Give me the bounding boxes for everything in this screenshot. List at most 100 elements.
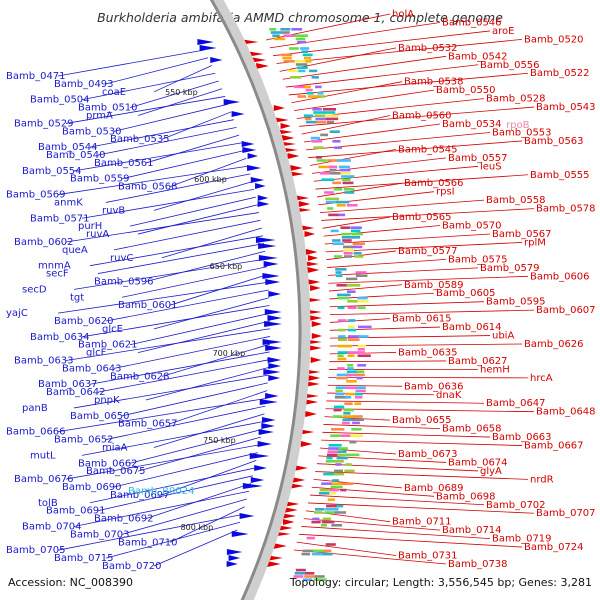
gene-label-right: Bamb_0614 (442, 322, 502, 333)
gene-label-left: Bamb_0691 (46, 506, 106, 517)
gene-label-right: Bamb_0658 (442, 424, 502, 435)
gene-label-right: nrdR (530, 474, 554, 485)
gene-label-right: Bamb_0724 (524, 542, 584, 553)
gene-label-right: rpsI (436, 187, 455, 198)
gene-label-left: Bamb_0662 (78, 458, 138, 469)
gene-label-left: Bamb_0471 (6, 71, 66, 82)
gene-label-right: Bamb_0636 (404, 381, 464, 392)
gene-label-right: holA (392, 9, 414, 20)
gene-label-right: Bamb_0542 (448, 51, 508, 62)
gene-label-left: tolB (38, 498, 58, 509)
gene-label-left: Bamb_0703 (70, 529, 130, 540)
gene-label-left: Bamb_0602 (14, 237, 74, 248)
gene-label-left: Bamb_0666 (6, 427, 66, 438)
gene-label-left: Bamb_0544 (38, 142, 98, 153)
gene-label-right: Bamb_0534 (442, 119, 502, 130)
gene-label-right: Bamb_0560 (392, 111, 452, 122)
gene-label-right: Bamb_0731 (398, 551, 458, 562)
map-title: Burkholderia ambifaria AMMD chromosome 1… (97, 10, 503, 25)
scale-mark-label: 700 kbp (213, 349, 246, 358)
gene-label-left: Bamb_0504 (30, 95, 90, 106)
gene-label-right: Bamb_0557 (448, 153, 508, 164)
gene-label-left: Bamb_0628 (110, 371, 170, 382)
gene-label-left: secF (46, 269, 69, 280)
gene-label-right: Bamb_0578 (536, 204, 596, 215)
gene-label-right: Bamb_0522 (530, 68, 590, 79)
gene-label-left: Bamb_0535 (110, 134, 170, 145)
feature-tiles (269, 28, 372, 581)
gene-label-pink: rpoB (506, 120, 530, 131)
gene-label-right: Bamb_0538 (404, 77, 464, 88)
gene-label-left: prmA (86, 111, 113, 122)
gene-label-right: aroE (492, 26, 514, 37)
gene-label-right: Bamb_0627 (448, 356, 508, 367)
chromosome-backbone (209, 0, 311, 600)
gene-label-left: Bamb_0540 (46, 150, 106, 161)
gene-label-right: Bamb_0520 (524, 34, 584, 45)
gene-label-right: Bamb_0719 (492, 534, 552, 545)
scale-marks: 550 kbp 600 kbp 650 kbp 700 kbp 750 kbp 800 k… (165, 88, 245, 532)
gene-label-left: ruvA (86, 229, 109, 240)
gene-label-right: Bamb_0550 (436, 85, 496, 96)
gene-label-left: Bamb_0601 (118, 300, 178, 311)
gene-label-left: Bamb_0642 (46, 387, 106, 398)
gene-label-left: Bamb_0643 (62, 363, 122, 374)
gene-label-right: Bamb_0570 (442, 221, 502, 232)
gene-label-left: Bamb_0561 (94, 158, 154, 169)
gene-label-right: ubiA (492, 331, 514, 342)
gene-label-right: Bamb_0567 (492, 229, 552, 240)
gene-label-right: Bamb_0648 (536, 407, 596, 418)
genome-summary-text: Topology: circular; Length: 3,556,545 bp… (289, 576, 592, 589)
gene-label-left: glcE (102, 324, 123, 335)
gene-label-right: Bamb_0663 (492, 432, 552, 443)
gene-label-left: panB (22, 403, 48, 414)
gene-label-left: Bamb_0559 (70, 174, 130, 185)
gene-label-right: leuS (480, 161, 502, 172)
gene-label-right: Bamb_0543 (536, 102, 596, 113)
gene-label-left: tgt (70, 292, 84, 303)
gene-label-right: Bamb_0532 (398, 43, 458, 54)
gene-label-left: Bamb_0637 (38, 379, 98, 390)
gene-label-left: Bamb_0571 (30, 213, 90, 224)
gene-label-right: Bamb_0563 (524, 136, 584, 147)
gene-label-left: glcF (86, 348, 107, 359)
gene-label-right: Bamb_0615 (392, 314, 452, 325)
gene-label-right: Bamb_0545 (398, 144, 458, 155)
gene-label-right: Bamb_0553 (492, 127, 552, 138)
gene-label-left: yajC (6, 308, 28, 319)
gene-label-left: secD (22, 284, 47, 295)
gene-label-left: Bamb_0697 (110, 490, 170, 501)
gene-label-left: Bamb_0529 (14, 118, 74, 129)
gene-label-right: Bamb_0605 (436, 288, 496, 299)
gene-label-right: Bamb_0565 (392, 212, 452, 223)
gene-label-left: Bamb_0634 (30, 332, 90, 343)
gene-label-left: mutL (30, 450, 56, 461)
gene-label-left: Bamb_0530 (62, 126, 122, 137)
gene-label-right: Bamb_0579 (480, 263, 540, 274)
gene-label-right: Bamb_0674 (448, 457, 508, 468)
scale-mark-label: 650 kbp (210, 262, 243, 271)
gene-label-left: Bamb_0690 (62, 482, 122, 493)
gene-label-right: Bamb_0635 (398, 347, 458, 358)
gene-label-right: Bamb_0707 (536, 508, 596, 519)
gene-label-left: Bamb_0510 (78, 103, 138, 114)
gene-label-right: Bamb_0589 (404, 280, 464, 291)
gene-label-right: Bamb_0702 (486, 500, 546, 511)
gene-label-right: hrcA (530, 373, 553, 384)
gene-label-left: Bamb_0569 (6, 190, 66, 201)
gene-label-right: Bamb_0558 (486, 195, 546, 206)
gene-label-left: Bamb_0554 (22, 166, 82, 177)
gene-label-left: mnmA (38, 261, 71, 272)
gene-label-right: Bamb_0607 (536, 305, 596, 316)
gene-label-right: rplM (524, 237, 546, 248)
gene-label-left: Bamb_0650 (70, 411, 130, 422)
gene-label-left: Bamb_0621 (78, 340, 138, 351)
gene-label-left: Bamb_0715 (54, 553, 114, 564)
accession-text: Accession: NC_008390 (8, 576, 133, 589)
gene-label-left: Bamb_0568 (118, 182, 178, 193)
gene-label-left: purH (78, 221, 102, 232)
gene-label-left: queA (62, 245, 88, 256)
gene-label-right: Bamb_0577 (398, 246, 458, 257)
gene-label-left: Bamb_0704 (22, 521, 82, 532)
